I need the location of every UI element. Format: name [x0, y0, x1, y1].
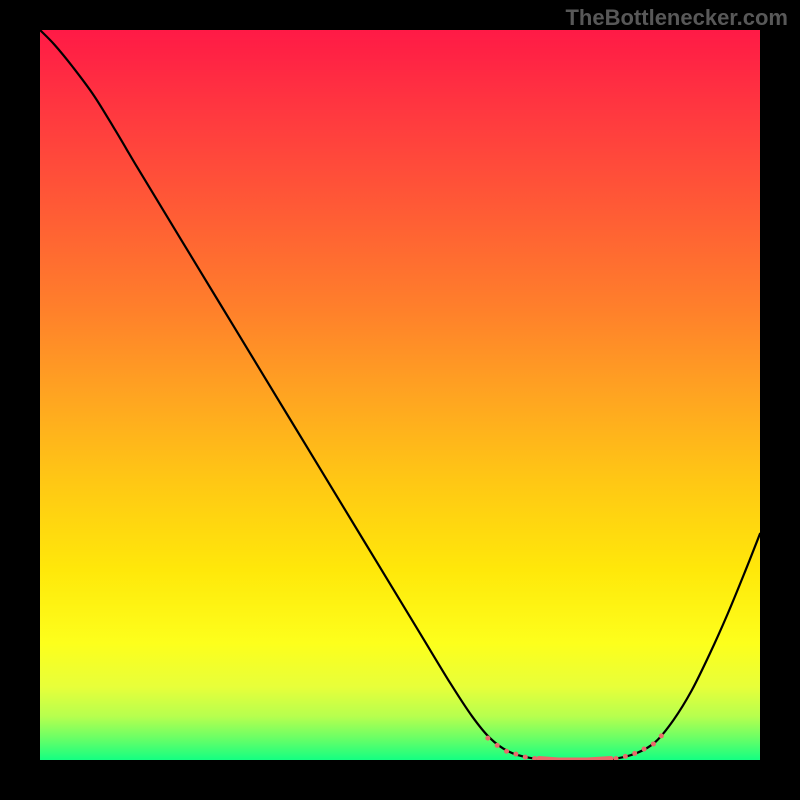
plot-area: [40, 30, 760, 760]
curve-overlay: [40, 30, 760, 760]
watermark-text: TheBottlenecker.com: [565, 5, 788, 31]
chart-container: TheBottlenecker.com: [0, 0, 800, 800]
bottleneck-curve: [40, 30, 760, 760]
optimal-range-markers: [485, 733, 664, 760]
